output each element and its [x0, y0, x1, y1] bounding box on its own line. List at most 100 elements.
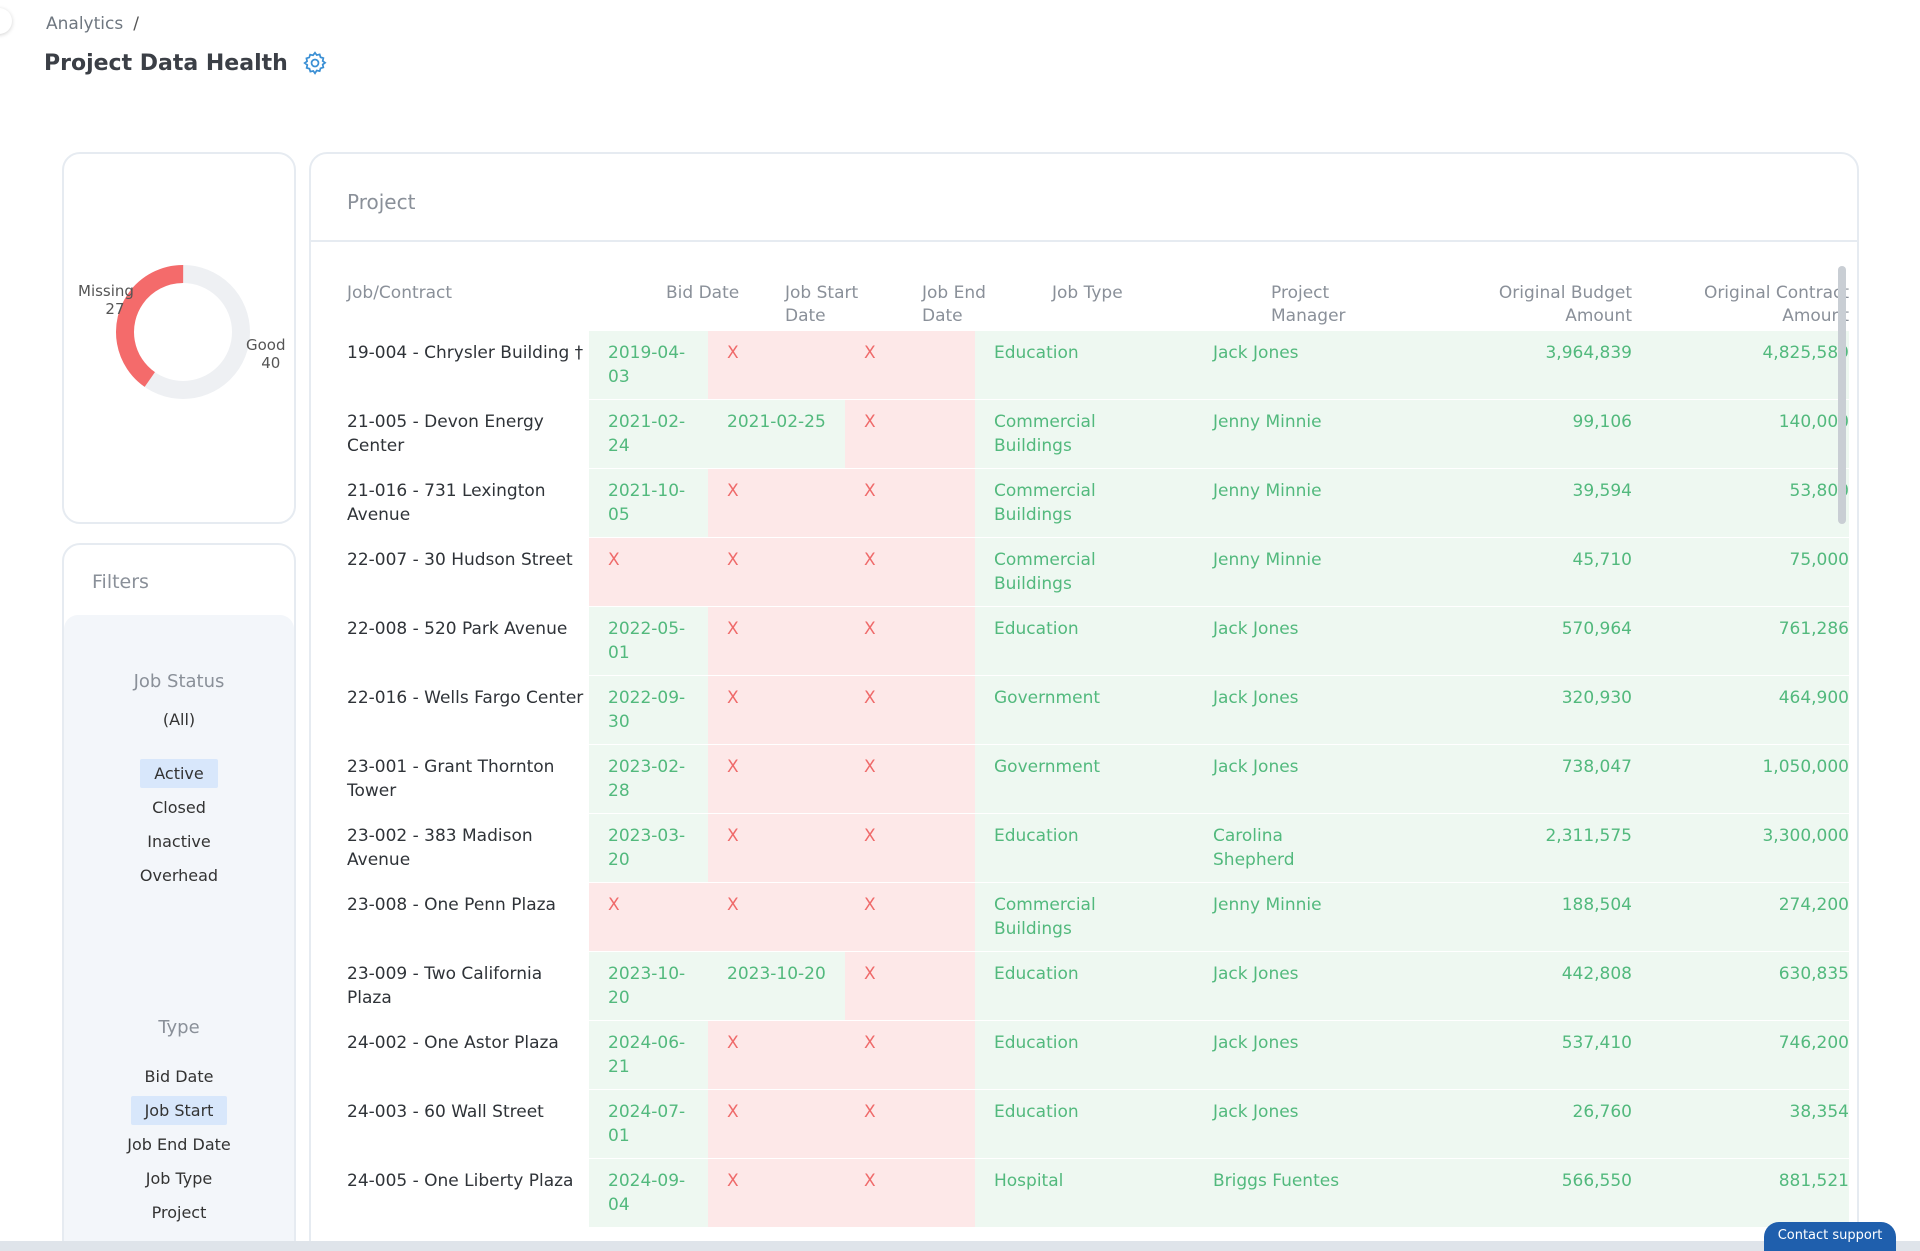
breadcrumb-analytics[interactable]: Analytics [46, 14, 124, 34]
col-bid-date[interactable]: Bid Date [666, 283, 740, 303]
cell-pm: Briggs Fuentes [1194, 1159, 1403, 1227]
cell-start: 2023-10-20 [708, 952, 845, 1020]
cell-start: 2021-02-25 [708, 400, 845, 468]
table-row[interactable]: 22-008 - 520 Park Avenue 2022-05- 01 X X Edu… [329, 607, 1849, 676]
table-row[interactable]: 24-005 - One Liberty Plaza 2024-09- 04 X X H… [329, 1159, 1849, 1228]
cell-job: 22-008 - 520 Park Avenue [347, 619, 568, 639]
cell-budget: 570,964 [1403, 607, 1632, 675]
filter-job-status-inactive-label: Inactive [147, 832, 211, 851]
cell-start: X [708, 1090, 845, 1158]
contact-support-button[interactable]: Contact support [1764, 1222, 1896, 1251]
filter-job-status-active-label: Active [140, 759, 218, 788]
cell-bid: 2021-10- 05 [589, 469, 708, 537]
cell-bid: 2024-06- 21 [589, 1021, 708, 1089]
cell-end: X [845, 883, 975, 951]
good-label-text: Good [246, 336, 286, 354]
filter-job-status-active[interactable]: Active [64, 759, 294, 788]
cell-pm: Jack Jones [1194, 952, 1403, 1020]
cell-pm: Jenny Minnie [1194, 400, 1403, 468]
donut-missing-segment[interactable] [109, 258, 257, 406]
cell-budget: 188,504 [1403, 883, 1632, 951]
cell-budget: 537,410 [1403, 1021, 1632, 1089]
cell-end: X [845, 1159, 975, 1227]
cell-pm: Carolina Shepherd [1194, 814, 1403, 882]
table-scrollbar[interactable] [1838, 266, 1846, 524]
col-original-budget[interactable]: Original Budget Amount [1419, 282, 1632, 328]
col-original-contract-line2: Amount [1782, 306, 1849, 326]
cell-pm: Jack Jones [1194, 745, 1403, 813]
title-row: Project Data Health [44, 50, 328, 76]
cell-type: Commercial Buildings [975, 538, 1194, 606]
filter-type-job-start[interactable]: Job Start [64, 1096, 294, 1125]
col-job-end-date-line2: Date [922, 306, 963, 326]
col-project-manager[interactable]: Project Manager [1271, 282, 1346, 328]
filter-job-status-label: Job Status [133, 671, 225, 692]
col-job-type[interactable]: Job Type [1052, 283, 1123, 303]
col-job-start-date-line2: Date [785, 306, 826, 326]
table-row[interactable]: 23-009 - Two California Plaza 2023-10- 20… [329, 952, 1849, 1021]
sidebar-toggle[interactable] [0, 8, 12, 34]
table-row[interactable]: 23-002 - 383 Madison Avenue 2023-03- 20 X X… [329, 814, 1849, 883]
table-row[interactable]: 21-016 - 731 Lexington Avenue 2021-10- 05… [329, 469, 1849, 538]
table-row[interactable]: 21-005 - Devon Energy Center 2021-02- 24 2… [329, 400, 1849, 469]
col-job-end-date-line1: Job End [922, 283, 986, 303]
cell-type: Hospital [975, 1159, 1194, 1227]
cell-start: X [708, 883, 845, 951]
filter-job-status-all[interactable]: (All) [64, 705, 294, 734]
col-original-contract[interactable]: Original Contract Amount [1635, 282, 1849, 328]
table-row[interactable]: 23-008 - One Penn Plaza X X X Commercial Bui… [329, 883, 1849, 952]
cell-job: 23-001 - Grant Thornton Tower [347, 757, 555, 801]
cell-start: X [708, 1159, 845, 1227]
cell-end: X [845, 952, 975, 1020]
cell-bid: 2023-10- 20 [589, 952, 708, 1020]
filters-body: Job Status (All) Active Closed Inactive … [64, 615, 294, 1251]
col-job-end-date[interactable]: Job End Date [922, 282, 986, 328]
cell-bid: 2022-09- 30 [589, 676, 708, 744]
cell-budget: 99,106 [1403, 400, 1632, 468]
breadcrumb-separator: / [133, 14, 139, 34]
cell-pm: Jenny Minnie [1194, 883, 1403, 951]
col-job-start-date[interactable]: Job Start Date [785, 282, 858, 328]
table-row[interactable]: 22-007 - 30 Hudson Street X X X Commercial B… [329, 538, 1849, 607]
filter-job-status-inactive[interactable]: Inactive [64, 827, 294, 856]
cell-pm: Jenny Minnie [1194, 538, 1403, 606]
cell-end: X [845, 676, 975, 744]
cell-pm: Jack Jones [1194, 1021, 1403, 1089]
table-row[interactable]: 23-001 - Grant Thornton Tower 2023-02- 28… [329, 745, 1849, 814]
filter-type-job-end-date[interactable]: Job End Date [64, 1130, 294, 1159]
health-donut-chart[interactable] [109, 258, 257, 406]
breadcrumb: Analytics / [46, 14, 139, 34]
cell-job: 22-007 - 30 Hudson Street [347, 550, 573, 570]
filters-title: Filters [92, 571, 149, 593]
cell-contract: 3,300,000 [1632, 814, 1849, 882]
cell-type: Education [975, 952, 1194, 1020]
col-job-contract[interactable]: Job/Contract [347, 283, 453, 303]
cell-bid: 2024-09- 04 [589, 1159, 708, 1227]
cell-budget: 39,594 [1403, 469, 1632, 537]
cell-budget: 2,311,575 [1403, 814, 1632, 882]
gear-icon[interactable] [302, 50, 328, 76]
filter-type-project[interactable]: Project [64, 1198, 294, 1227]
cell-bid: 2023-03- 20 [589, 814, 708, 882]
col-project-manager-line2: Manager [1271, 306, 1346, 326]
filter-job-status-closed[interactable]: Closed [64, 793, 294, 822]
cell-type: Education [975, 814, 1194, 882]
filter-job-status-all-label: (All) [162, 710, 196, 729]
table-row[interactable]: 19-004 - Chrysler Building † 2019-04- 03 X… [329, 331, 1849, 400]
cell-bid: 2021-02- 24 [589, 400, 708, 468]
table-row[interactable]: 22-016 - Wells Fargo Center 2022-09- 30 X X… [329, 676, 1849, 745]
filter-job-status-overhead[interactable]: Overhead [64, 861, 294, 890]
filter-type-label: Type [158, 1017, 200, 1038]
cell-budget: 45,710 [1403, 538, 1632, 606]
table-row[interactable]: 24-003 - 60 Wall Street 2024-07- 01 X X Educ… [329, 1090, 1849, 1159]
filter-type-job-type[interactable]: Job Type [64, 1164, 294, 1193]
cell-contract: 630,835 [1632, 952, 1849, 1020]
cell-job: 24-005 - One Liberty Plaza [347, 1171, 574, 1191]
donut-missing-label: Missing 27 [78, 282, 134, 318]
cell-pm: Jack Jones [1194, 676, 1403, 744]
cell-start: X [708, 676, 845, 744]
table-row[interactable]: 24-002 - One Astor Plaza 2024-06- 21 X X Edu… [329, 1021, 1849, 1090]
filter-job-status-overhead-label: Overhead [139, 866, 219, 885]
filter-type-bid-date[interactable]: Bid Date [64, 1062, 294, 1091]
cell-end: X [845, 607, 975, 675]
